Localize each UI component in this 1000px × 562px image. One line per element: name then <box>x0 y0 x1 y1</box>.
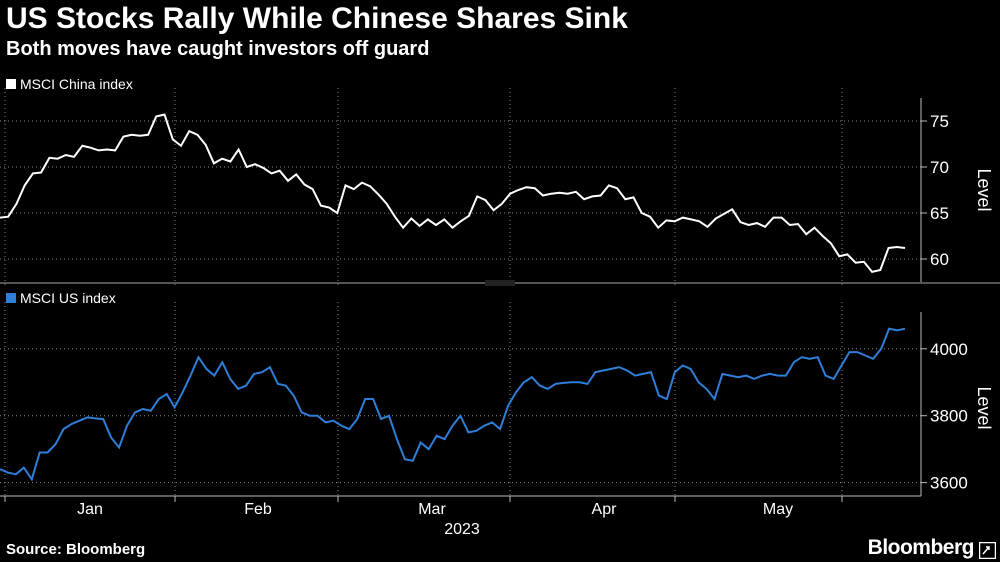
x-tick-label: Jan <box>77 501 103 518</box>
bloomberg-terminal-icon <box>979 542 996 559</box>
chart-subtitle: Both moves have caught investors off gua… <box>6 38 430 60</box>
us-panel: MSCI US index 3600 3800 4000 Level <box>0 290 994 502</box>
us-y-tick-label: 3600 <box>930 474 968 493</box>
china-panel: MSCI China index 60 65 70 75 Level <box>0 76 994 288</box>
us-y-tick-label: 3800 <box>930 407 968 426</box>
us-legend-swatch <box>6 293 16 303</box>
china-legend-label: MSCI China index <box>20 76 133 92</box>
panel-separator-handle <box>485 280 515 286</box>
x-tick-label: Feb <box>244 501 272 518</box>
china-y-tick-label: 65 <box>930 204 949 223</box>
brand-logo-text: Bloomberg <box>867 536 975 559</box>
china-y-axis-label: Level <box>974 168 994 211</box>
us-vertical-gridlines <box>4 302 843 502</box>
x-axis-ticks: Jan Feb Mar Apr May <box>4 496 843 518</box>
china-y-tick-label: 60 <box>930 250 949 269</box>
china-y-tick-label: 70 <box>930 158 949 177</box>
x-tick-label: Mar <box>418 501 446 518</box>
china-series-line <box>0 113 906 274</box>
us-legend-label: MSCI US index <box>20 290 116 306</box>
x-axis-year-label: 2023 <box>444 521 480 538</box>
chart-title: US Stocks Rally While Chinese Shares Sin… <box>6 2 628 35</box>
us-series-line <box>0 327 906 482</box>
us-y-axis-label: Level <box>974 386 994 429</box>
us-y-ticks: 3600 3800 4000 <box>921 340 968 493</box>
x-tick-label: Apr <box>592 501 618 518</box>
china-gridlines <box>0 120 921 260</box>
china-vertical-gridlines <box>4 88 843 288</box>
us-y-tick-label: 4000 <box>930 340 968 359</box>
china-legend-swatch <box>6 79 16 89</box>
source-note: Source: Bloomberg <box>6 541 146 558</box>
china-y-ticks: 60 65 70 75 <box>921 112 949 269</box>
china-y-tick-label: 75 <box>930 112 949 131</box>
x-tick-label: May <box>763 501 793 518</box>
